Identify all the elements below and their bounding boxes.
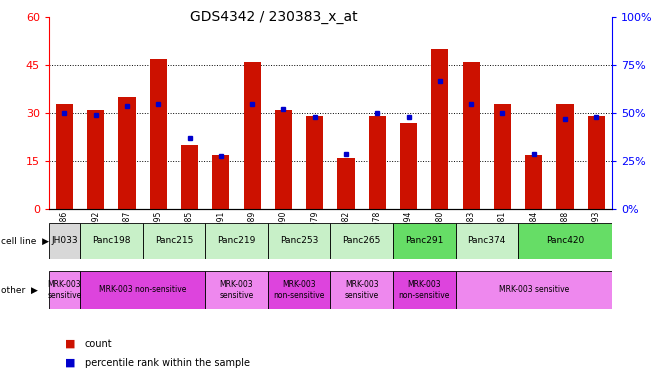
Text: MRK-003 non-sensitive: MRK-003 non-sensitive (99, 285, 186, 295)
Bar (588, 116, 605, 209)
Bar (525, 155, 542, 209)
Text: Panc198: Panc198 (92, 237, 131, 245)
Bar (393, 271, 456, 309)
Bar (268, 223, 330, 259)
Text: count: count (85, 339, 112, 349)
Text: MRK-003
non-sensitive: MRK-003 non-sensitive (398, 280, 450, 300)
Text: MRK-003
non-sensitive: MRK-003 non-sensitive (273, 280, 325, 300)
Text: cell line  ▶: cell line ▶ (1, 237, 49, 245)
Bar (400, 123, 417, 209)
Bar (330, 271, 393, 309)
Bar (268, 271, 330, 309)
Text: Panc265: Panc265 (342, 237, 381, 245)
Text: JH033: JH033 (51, 237, 77, 245)
Bar (557, 104, 574, 209)
Bar (212, 155, 230, 209)
Text: Panc291: Panc291 (405, 237, 443, 245)
Bar (337, 158, 355, 209)
Bar (494, 104, 511, 209)
Bar (431, 49, 449, 209)
Bar (275, 110, 292, 209)
Bar (150, 59, 167, 209)
Bar (49, 223, 80, 259)
Text: Panc420: Panc420 (546, 237, 584, 245)
Bar (87, 110, 104, 209)
Bar (463, 62, 480, 209)
Text: ■: ■ (65, 358, 76, 368)
Text: percentile rank within the sample: percentile rank within the sample (85, 358, 249, 368)
Text: MRK-003 sensitive: MRK-003 sensitive (499, 285, 569, 295)
Text: Panc219: Panc219 (217, 237, 256, 245)
Text: ■: ■ (65, 339, 76, 349)
Bar (80, 223, 143, 259)
Text: MRK-003
sensitive: MRK-003 sensitive (48, 280, 81, 300)
Text: GDS4342 / 230383_x_at: GDS4342 / 230383_x_at (189, 10, 357, 23)
Text: Panc374: Panc374 (467, 237, 506, 245)
Bar (118, 97, 135, 209)
Bar (368, 116, 386, 209)
Bar (306, 116, 324, 209)
Bar (143, 223, 205, 259)
Bar (393, 223, 456, 259)
Bar (205, 223, 268, 259)
Bar (56, 104, 73, 209)
Bar (205, 271, 268, 309)
Bar (243, 62, 261, 209)
Text: MRK-003
sensitive: MRK-003 sensitive (219, 280, 254, 300)
Text: MRK-003
sensitive: MRK-003 sensitive (344, 280, 379, 300)
Bar (181, 145, 198, 209)
Text: Panc215: Panc215 (155, 237, 193, 245)
Text: other  ▶: other ▶ (1, 285, 38, 295)
Bar (80, 271, 205, 309)
Bar (330, 223, 393, 259)
Bar (456, 223, 518, 259)
Bar (456, 271, 612, 309)
Bar (49, 271, 80, 309)
Text: Panc253: Panc253 (280, 237, 318, 245)
Bar (518, 223, 612, 259)
